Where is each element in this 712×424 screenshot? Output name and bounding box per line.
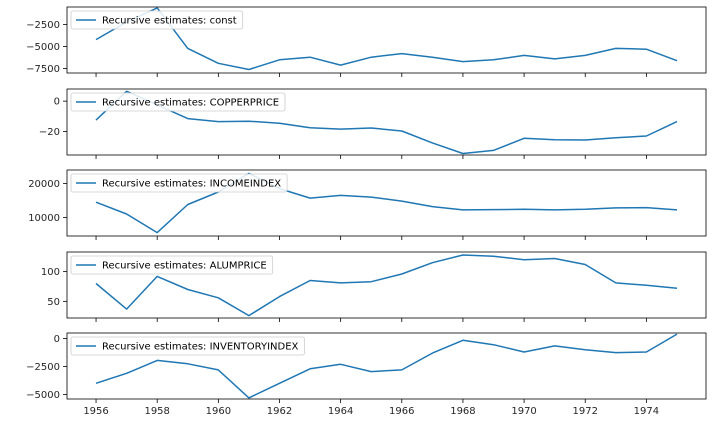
y-tick-label: 20000: [28, 179, 60, 190]
x-tick-label: 1960: [206, 406, 231, 417]
axes-frame: [66, 6, 707, 74]
y-tick-label: 0: [54, 97, 60, 108]
series-line: [95, 333, 678, 399]
legend-label: Recursive estimates: INCOMEINDEX: [102, 179, 281, 190]
series-line: [95, 7, 678, 71]
axes-frame: [66, 332, 707, 400]
x-tick-label: 1962: [267, 406, 292, 417]
panel-2: −20 0 Recursive estimates: COPPERPRICE: [39, 88, 707, 159]
legend-box: [70, 336, 305, 356]
y-tick-label: 10000: [28, 213, 60, 224]
x-tick-label: 1972: [573, 406, 598, 417]
y-tick-label: −2500: [26, 20, 60, 31]
legend: Recursive estimates: COPPERPRICE: [70, 92, 286, 112]
axes-frame: [66, 169, 707, 237]
y-tick-label: 0: [54, 334, 60, 345]
panel-1: −7500 −5000 −2500 Recursive estimates: cons…: [26, 6, 707, 77]
legend-box: [70, 10, 244, 30]
legend-box: [70, 92, 286, 112]
x-tick-label: 1956: [83, 406, 108, 417]
x-tick-label: 1964: [328, 406, 353, 417]
legend-label: Recursive estimates: COPPERPRICE: [102, 98, 279, 109]
legend: Recursive estimates: const: [70, 10, 244, 30]
legend-label: Recursive estimates: ALUMPRICE: [102, 261, 267, 272]
legend: Recursive estimates: INVENTORYINDEX: [70, 336, 305, 356]
series-line: [95, 172, 678, 234]
legend-box: [70, 173, 288, 193]
x-tick-label: 1970: [511, 406, 536, 417]
x-tick-label: 1974: [634, 406, 659, 417]
y-tick-label: −2500: [26, 362, 60, 373]
panel-5: −5000 −2500 0 1956 1958 1960 1962 1964 1966 1968 1…: [26, 332, 707, 417]
legend-box: [70, 255, 274, 275]
legend: Recursive estimates: ALUMPRICE: [70, 255, 274, 275]
panel-4: 50 100 Recursive estimates: ALUMPRICE: [41, 251, 707, 322]
y-tick-label: −7500: [26, 64, 60, 75]
y-tick-label: −5000: [26, 390, 60, 401]
legend: Recursive estimates: INCOMEINDEX: [70, 173, 288, 193]
legend-label: Recursive estimates: const: [102, 16, 237, 27]
panel-3: 10000 20000 Recursive estimates: INCOMEIND…: [28, 169, 707, 240]
axes-frame: [66, 88, 707, 156]
axes-frame: [66, 251, 707, 319]
y-tick-label: −5000: [26, 42, 60, 53]
x-tick-label: 1968: [450, 406, 475, 417]
y-tick-label: 50: [47, 297, 60, 308]
series-line: [95, 90, 678, 155]
y-tick-label: 100: [41, 267, 60, 278]
legend-label: Recursive estimates: INVENTORYINDEX: [102, 342, 299, 353]
y-tick-label: −20: [39, 127, 60, 138]
series-line: [95, 254, 678, 317]
x-tick-label: 1966: [389, 406, 414, 417]
x-tick-label: 1958: [144, 406, 169, 417]
